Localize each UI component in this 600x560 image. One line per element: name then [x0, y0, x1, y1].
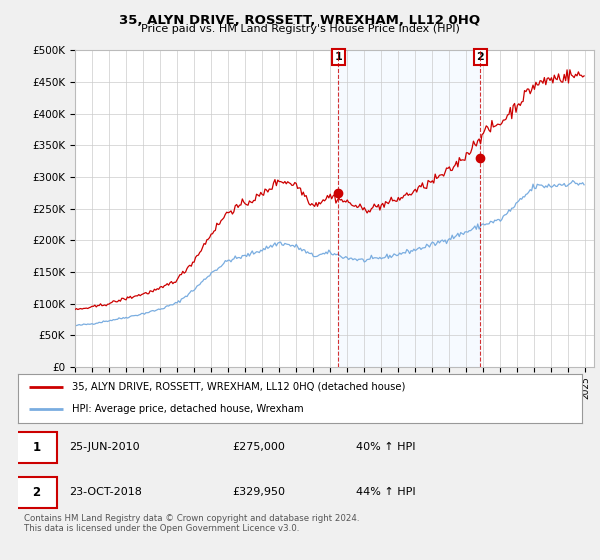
Text: 44% ↑ HPI: 44% ↑ HPI: [356, 487, 416, 497]
Text: 1: 1: [32, 441, 40, 454]
Text: Price paid vs. HM Land Registry's House Price Index (HPI): Price paid vs. HM Land Registry's House …: [140, 24, 460, 34]
Text: Contains HM Land Registry data © Crown copyright and database right 2024.
This d: Contains HM Land Registry data © Crown c…: [24, 514, 359, 534]
Text: 23-OCT-2018: 23-OCT-2018: [69, 487, 142, 497]
Text: £329,950: £329,950: [232, 487, 286, 497]
FancyBboxPatch shape: [15, 477, 58, 508]
Text: £275,000: £275,000: [232, 442, 285, 452]
Text: 35, ALYN DRIVE, ROSSETT, WREXHAM, LL12 0HQ: 35, ALYN DRIVE, ROSSETT, WREXHAM, LL12 0…: [119, 14, 481, 27]
Text: HPI: Average price, detached house, Wrexham: HPI: Average price, detached house, Wrex…: [71, 404, 303, 414]
Text: 1: 1: [335, 52, 342, 62]
FancyBboxPatch shape: [15, 432, 58, 463]
Text: 40% ↑ HPI: 40% ↑ HPI: [356, 442, 416, 452]
Bar: [338, 50, 480, 367]
Text: 2: 2: [476, 52, 484, 62]
Text: 35, ALYN DRIVE, ROSSETT, WREXHAM, LL12 0HQ (detached house): 35, ALYN DRIVE, ROSSETT, WREXHAM, LL12 0…: [71, 382, 405, 392]
Text: 2: 2: [32, 486, 40, 499]
Text: 25-JUN-2010: 25-JUN-2010: [69, 442, 139, 452]
